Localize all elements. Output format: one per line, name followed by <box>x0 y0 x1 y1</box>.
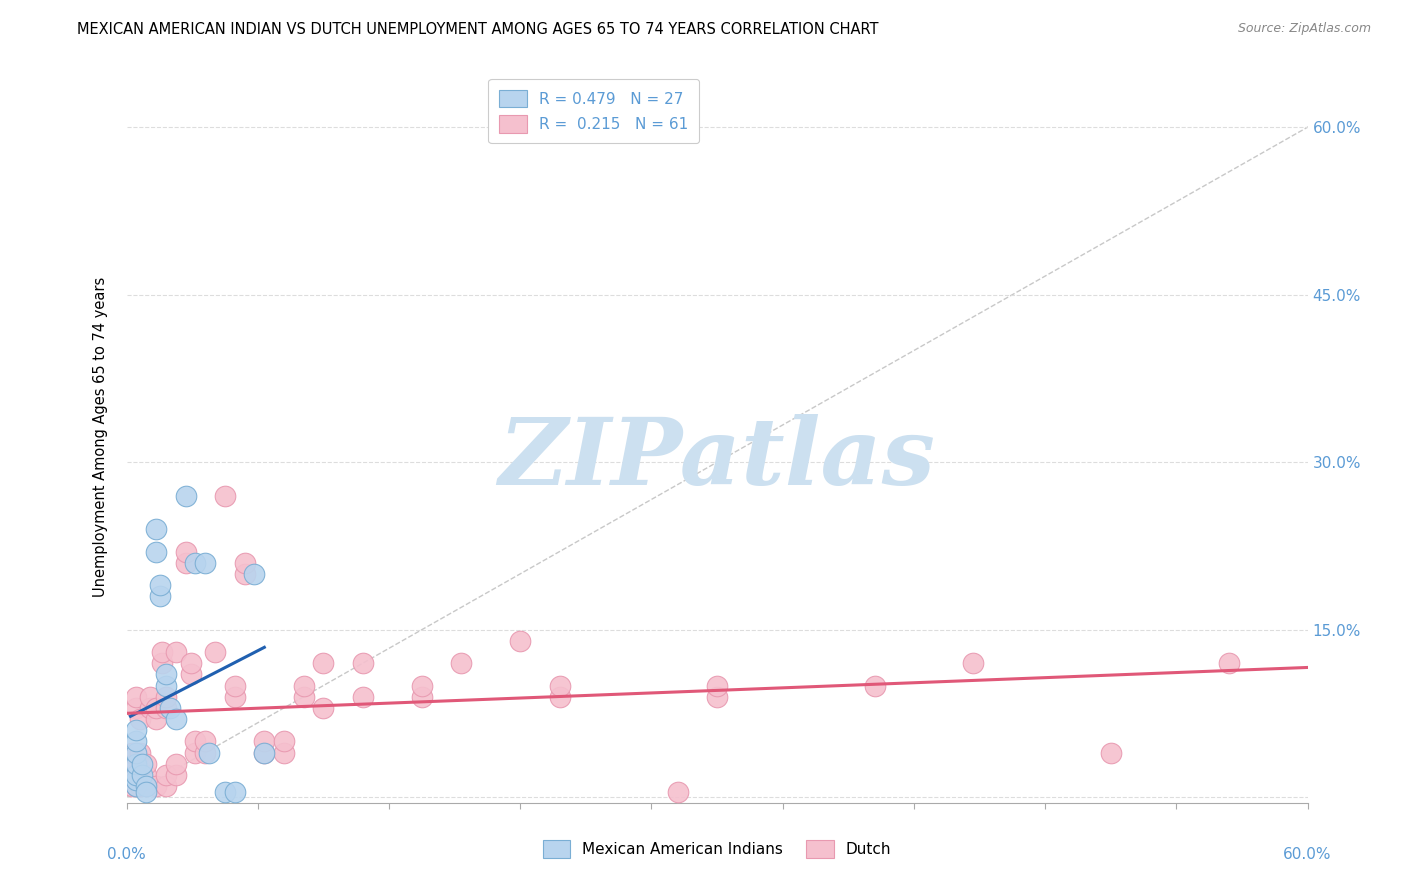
Point <box>165 768 187 782</box>
Point <box>149 589 172 603</box>
Point <box>1218 657 1240 671</box>
Point <box>962 657 984 671</box>
Point <box>548 679 571 693</box>
Point <box>194 556 217 570</box>
Point <box>150 645 173 659</box>
Point <box>135 768 157 782</box>
Point <box>233 556 256 570</box>
Point <box>125 768 148 782</box>
Point <box>352 657 374 671</box>
Legend: Mexican American Indians, Dutch: Mexican American Indians, Dutch <box>531 830 903 868</box>
Point <box>184 556 207 570</box>
Point <box>863 679 886 693</box>
Point <box>253 746 276 760</box>
Point <box>121 768 143 782</box>
Point <box>139 690 162 704</box>
Point <box>224 679 246 693</box>
Point <box>174 544 197 558</box>
Point <box>165 756 187 771</box>
Point <box>155 768 177 782</box>
Point <box>145 544 167 558</box>
Point <box>174 556 197 570</box>
Point <box>145 701 167 715</box>
Point <box>198 746 221 760</box>
Point <box>131 756 153 771</box>
Point <box>184 746 207 760</box>
Point <box>139 701 162 715</box>
Point <box>155 779 177 793</box>
Point <box>125 734 148 748</box>
Point <box>135 779 157 793</box>
Point <box>121 746 143 760</box>
Point <box>155 679 177 693</box>
Point <box>165 645 187 659</box>
Point <box>131 768 153 782</box>
Point <box>273 734 295 748</box>
Point <box>125 779 148 793</box>
Point <box>125 773 148 788</box>
Point <box>411 679 433 693</box>
Point <box>233 566 256 581</box>
Point <box>145 779 167 793</box>
Text: Source: ZipAtlas.com: Source: ZipAtlas.com <box>1237 22 1371 36</box>
Point <box>450 657 472 671</box>
Point <box>312 657 335 671</box>
Point <box>224 690 246 704</box>
Point <box>180 657 202 671</box>
Point <box>174 489 197 503</box>
Point <box>125 701 148 715</box>
Point <box>411 690 433 704</box>
Point <box>706 690 728 704</box>
Point <box>312 701 335 715</box>
Point <box>125 779 148 793</box>
Point <box>253 734 276 748</box>
Point <box>149 578 172 592</box>
Point <box>135 784 157 798</box>
Point <box>125 690 148 704</box>
Point <box>129 746 152 760</box>
Point <box>121 756 143 771</box>
Point <box>706 679 728 693</box>
Point <box>352 690 374 704</box>
Point <box>1099 746 1122 760</box>
Point <box>194 734 217 748</box>
Point <box>129 779 152 793</box>
Point <box>548 690 571 704</box>
Text: 60.0%: 60.0% <box>1284 847 1331 862</box>
Point <box>204 645 226 659</box>
Text: MEXICAN AMERICAN INDIAN VS DUTCH UNEMPLOYMENT AMONG AGES 65 TO 74 YEARS CORRELAT: MEXICAN AMERICAN INDIAN VS DUTCH UNEMPLO… <box>77 22 879 37</box>
Text: ZIPatlas: ZIPatlas <box>499 414 935 504</box>
Point <box>125 723 148 738</box>
Point <box>155 690 177 704</box>
Point <box>214 784 236 798</box>
Point <box>150 657 173 671</box>
Point <box>273 746 295 760</box>
Point <box>129 712 152 726</box>
Text: 0.0%: 0.0% <box>107 847 146 862</box>
Point <box>125 768 148 782</box>
Point <box>125 746 148 760</box>
Point <box>135 756 157 771</box>
Point <box>184 734 207 748</box>
Point <box>224 784 246 798</box>
Point <box>165 712 187 726</box>
Point <box>180 667 202 681</box>
Y-axis label: Unemployment Among Ages 65 to 74 years: Unemployment Among Ages 65 to 74 years <box>93 277 108 598</box>
Point <box>509 633 531 648</box>
Point <box>253 746 276 760</box>
Point <box>243 566 266 581</box>
Point <box>666 784 689 798</box>
Point <box>121 779 143 793</box>
Point <box>145 522 167 536</box>
Point <box>292 690 315 704</box>
Point <box>194 746 217 760</box>
Point <box>292 679 315 693</box>
Point <box>155 701 177 715</box>
Point <box>159 701 181 715</box>
Point <box>155 667 177 681</box>
Point <box>125 756 148 771</box>
Point <box>135 779 157 793</box>
Point <box>145 712 167 726</box>
Point <box>214 489 236 503</box>
